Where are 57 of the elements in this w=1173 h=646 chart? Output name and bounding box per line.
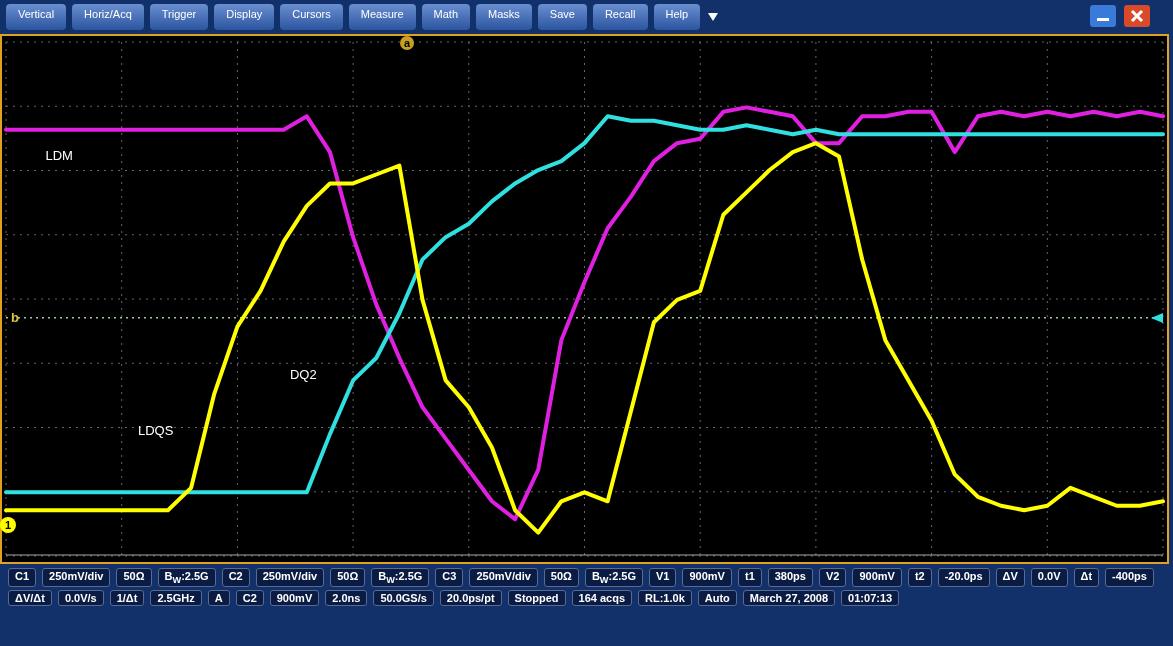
- text: Δt: [1073, 568, 1100, 588]
- text: Math: [421, 4, 471, 30]
- text: Horiz/Acq: [72, 4, 144, 30]
- text: t1: [737, 568, 762, 588]
- text: 20.0ps/pt: [439, 590, 502, 607]
- series-label: LDM: [45, 147, 73, 163]
- text: C2: [235, 590, 264, 607]
- text: Recall: [592, 4, 648, 30]
- text: LDQS: [137, 423, 174, 439]
- text: 50Ω: [543, 568, 579, 588]
- text: Auto: [697, 590, 737, 607]
- text: V1: [649, 568, 677, 588]
- text: C2: [221, 568, 250, 588]
- text: DQ2: [289, 367, 317, 383]
- ref-line-label: b: [11, 310, 19, 326]
- text: 900mV: [269, 590, 320, 607]
- text: Help: [653, 4, 701, 30]
- text: 01:07:13: [841, 590, 900, 607]
- text: 0.0V/s: [57, 590, 104, 607]
- text: ΔV: [995, 568, 1025, 588]
- text: 900mV: [682, 568, 732, 588]
- text: Vertical: [6, 4, 67, 30]
- annotation: 1: [0, 517, 16, 534]
- text: 1/Δt: [109, 590, 145, 607]
- text: Masks: [476, 4, 532, 30]
- text: B$_{W}$:2.5G: [157, 568, 216, 588]
- text: 164 acqs: [571, 590, 633, 607]
- text: 2.0ns: [325, 590, 368, 607]
- text: -400ps: [1105, 568, 1154, 588]
- text: March 27, 2008: [742, 590, 836, 607]
- text: ΔV/Δt: [8, 590, 52, 607]
- text: B$_{W}$:2.5G: [371, 568, 430, 588]
- text: RL:1.0k: [638, 590, 692, 607]
- text: 0.0V: [1030, 568, 1068, 588]
- text: B$_{W}$:2.5G: [584, 568, 644, 588]
- text: 250mV/div: [469, 568, 538, 588]
- text: 50Ω: [330, 568, 366, 588]
- text: Stopped: [507, 590, 566, 607]
- text: 2.5GHz: [150, 590, 202, 607]
- text: a: [400, 36, 414, 50]
- text: 250mV/div: [42, 568, 111, 588]
- text: C3: [435, 568, 464, 588]
- text: 250mV/div: [255, 568, 325, 588]
- text: 50.0GS/s: [373, 590, 434, 607]
- text: Save: [537, 4, 587, 30]
- text: 50Ω: [116, 568, 152, 588]
- text: Display: [214, 4, 275, 30]
- text: C1: [8, 568, 37, 588]
- text: A: [207, 590, 230, 607]
- text: V2: [818, 568, 847, 588]
- text: -20.0ps: [937, 568, 990, 588]
- text: Trigger: [149, 4, 209, 30]
- text: Cursors: [280, 4, 343, 30]
- text: t2: [907, 568, 932, 588]
- text: 900mV: [852, 568, 902, 588]
- text: 380ps: [767, 568, 813, 588]
- text: Measure: [348, 4, 416, 30]
